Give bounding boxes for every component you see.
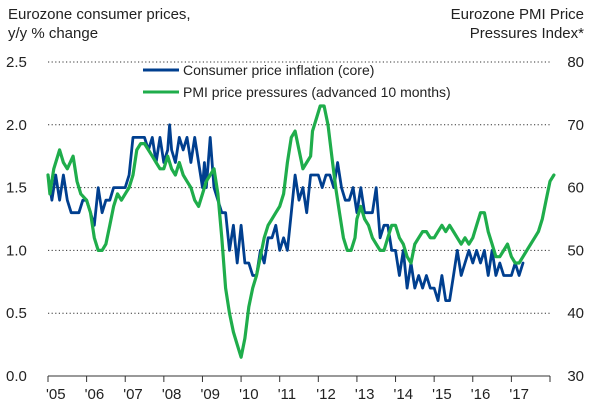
x-tick-label: '17	[509, 386, 529, 403]
x-tick-label: '08	[162, 386, 182, 403]
series-lines	[46, 104, 556, 359]
right-tick-label: 30	[567, 368, 584, 385]
left-tick-label: 0.0	[6, 368, 27, 385]
right-axis-ticks: 30 40 50 60 70 80	[567, 54, 584, 385]
x-tick-label: '05	[46, 386, 66, 403]
left-tick-label: 0.5	[6, 305, 27, 322]
left-axis-ticks: 0.0 0.5 1.0 1.5 2.0 2.5	[6, 54, 27, 385]
gridlines	[48, 61, 550, 314]
x-tick-label: '12	[316, 386, 336, 403]
legend: Consumer price inflation (core) PMI price…	[143, 62, 451, 100]
x-tick-label: '15	[432, 386, 452, 403]
x-tick-label: '07	[123, 386, 143, 403]
x-tick-label: '06	[85, 386, 105, 403]
x-tick-label: '11	[278, 386, 296, 403]
right-tick-label: 80	[567, 54, 584, 71]
left-tick-label: 2.0	[6, 117, 27, 134]
left-tick-label: 1.0	[6, 242, 27, 259]
right-tick-label: 50	[567, 242, 584, 259]
x-tick-label: '14	[394, 386, 414, 403]
right-axis-title-line1: Eurozone PMI Price	[450, 6, 584, 23]
left-tick-label: 1.5	[6, 180, 27, 197]
legend-label: Consumer price inflation (core)	[183, 62, 374, 78]
left-axis-title-line1: Eurozone consumer prices,	[8, 6, 191, 23]
x-tick-label: '10	[239, 386, 259, 403]
right-axis-title: Eurozone PMI Price Pressures Index*	[451, 5, 584, 43]
x-tick-label: '09	[200, 386, 220, 403]
x-axis-ticks: '05 '06 '07 '08 '09 '10 '11 '12 '13 '14 '15 '16 '17	[46, 375, 551, 403]
right-tick-label: 70	[567, 117, 584, 134]
right-tick-label: 40	[567, 305, 584, 322]
left-axis-title-line2: y/y % change	[8, 25, 99, 42]
right-tick-label: 60	[567, 180, 584, 197]
x-tick-label: '13	[355, 386, 375, 403]
pmi-price-pressures-line	[46, 104, 556, 359]
left-axis-title: Eurozone consumer prices, y/y % change	[8, 5, 191, 43]
core-inflation-line	[46, 123, 525, 302]
left-tick-label: 2.5	[6, 54, 27, 71]
right-axis-title-line2: Pressures Index*	[469, 25, 584, 42]
legend-label: PMI price pressures (advanced 10 months)	[183, 84, 451, 100]
x-tick-label: '16	[471, 386, 491, 403]
